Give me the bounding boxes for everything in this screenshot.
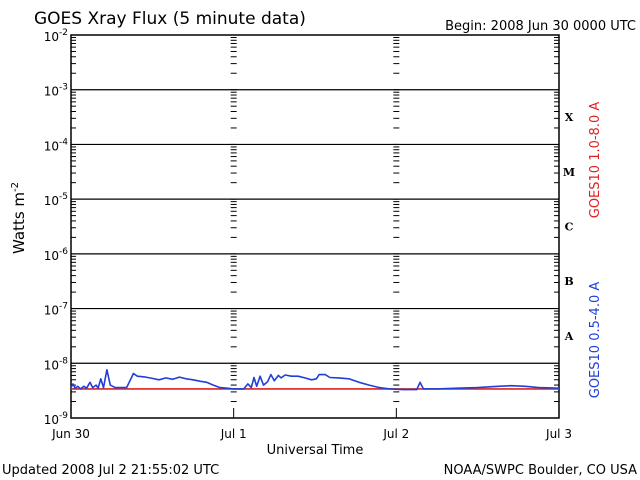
- y-tick-label: 10-6: [44, 247, 69, 263]
- y-tick-label: 10-2: [44, 28, 68, 44]
- y-tick-exp: -8: [59, 356, 68, 366]
- x-axis-label: Universal Time: [267, 443, 364, 458]
- y-tick-exp: -3: [59, 83, 68, 93]
- x-tick-label: Jul 3: [545, 427, 572, 441]
- x-tick-label: Jun 30: [51, 427, 90, 441]
- legend-entry-short: GOES10 0.5-4.0 A: [588, 282, 603, 399]
- y-tick-base: 10: [44, 304, 59, 318]
- y-tick-exp: -5: [59, 192, 68, 202]
- y-tick-base: 10: [44, 413, 59, 427]
- flare-class-label: C: [565, 221, 574, 234]
- y-tick-exp: -6: [59, 247, 68, 257]
- series-line-short: [70, 368, 560, 391]
- flare-class-label: A: [564, 330, 574, 343]
- y-tick-exp: -7: [59, 302, 68, 312]
- begin-time: Begin: 2008 Jun 30 0000 UTC: [445, 19, 636, 34]
- y-tick-exp: -9: [59, 411, 68, 421]
- flare-class-label: B: [564, 275, 573, 288]
- y-tick-base: 10: [44, 85, 59, 99]
- y-tick-label: 10-9: [44, 411, 69, 427]
- x-tick-label: Jul 2: [382, 427, 409, 441]
- y-tick-label: 10-5: [44, 192, 68, 208]
- y-axis-label-exp: -2: [10, 182, 21, 192]
- flare-class-label: X: [565, 111, 574, 124]
- data-credit: NOAA/SWPC Boulder, CO USA: [444, 463, 637, 478]
- plot-frame: [70, 34, 560, 419]
- y-tick-base: 10: [44, 139, 59, 153]
- y-tick-label: 10-3: [44, 83, 68, 99]
- y-tick-exp: -4: [59, 137, 68, 147]
- y-tick-exp: -2: [59, 28, 68, 38]
- flare-class-label: M: [563, 166, 575, 179]
- y-tick-base: 10: [44, 194, 59, 208]
- y-axis-label: Watts m-2: [10, 182, 28, 254]
- y-tick-base: 10: [44, 249, 59, 263]
- y-tick-base: 10: [44, 358, 59, 372]
- x-tick-label: Jul 1: [220, 427, 247, 441]
- y-tick-label: 10-7: [44, 302, 68, 318]
- legend-entry-long: GOES10 1.0-8.0 A: [588, 102, 603, 219]
- y-axis-label-text: Watts m: [10, 192, 28, 254]
- chart-title: GOES Xray Flux (5 minute data): [34, 9, 306, 29]
- updated-timestamp: Updated 2008 Jul 2 21:55:02 UTC: [2, 463, 219, 478]
- y-tick-label: 10-8: [44, 356, 69, 372]
- y-tick-label: 10-4: [44, 137, 69, 153]
- y-tick-base: 10: [44, 30, 59, 44]
